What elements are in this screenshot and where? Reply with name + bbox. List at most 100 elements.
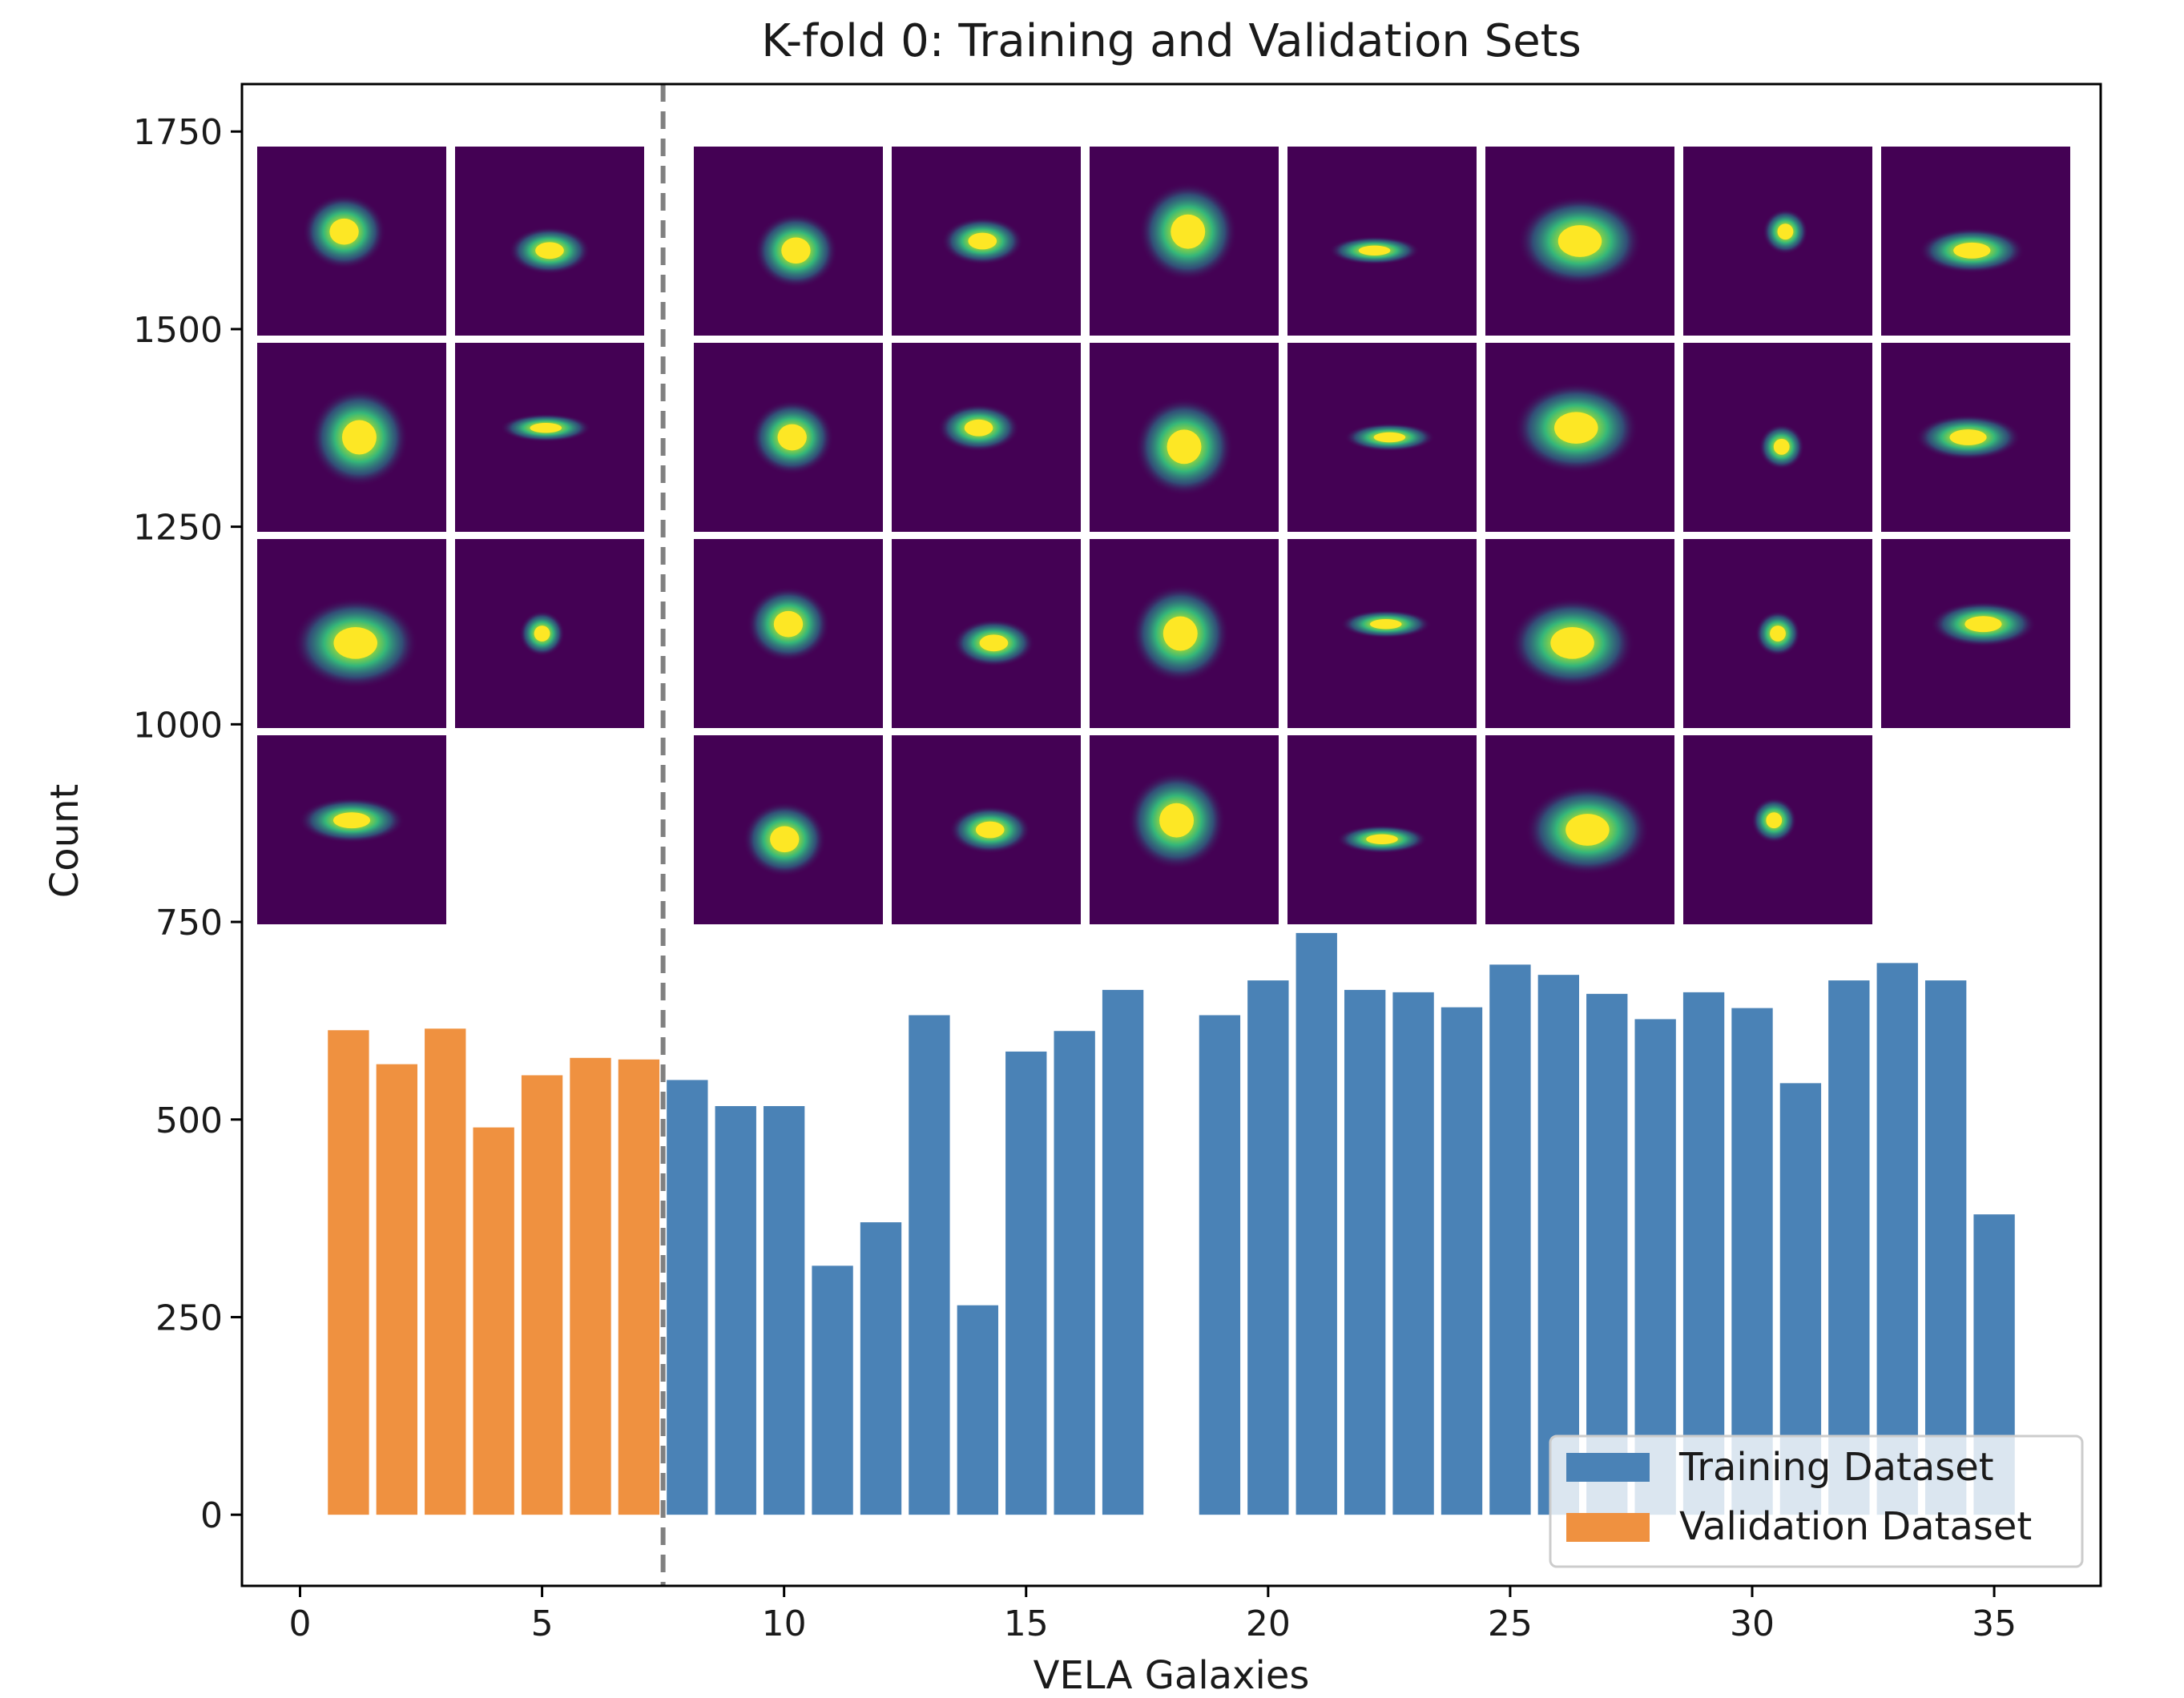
galaxy-thumbnail-training bbox=[1881, 539, 2070, 728]
bar-validation-1 bbox=[328, 1030, 369, 1515]
bar-training-22 bbox=[1344, 989, 1386, 1515]
galaxy-core bbox=[1366, 834, 1398, 844]
bar-validation-2 bbox=[376, 1064, 418, 1515]
galaxy-thumbnail-training bbox=[1090, 539, 1279, 728]
galaxy-thumbnail-validation bbox=[257, 735, 446, 924]
galaxy-core bbox=[534, 626, 550, 642]
legend-box bbox=[1549, 1434, 2084, 1568]
x-axis-ticks: 0 5 10 15 20 25 30 35 bbox=[289, 1586, 2017, 1644]
galaxy-thumbnail-training bbox=[1090, 343, 1279, 532]
galaxy-core bbox=[1369, 619, 1402, 630]
galaxy-thumbnail-training bbox=[1683, 735, 1872, 924]
bar-training-12 bbox=[860, 1222, 902, 1515]
x-tick-label: 35 bbox=[1972, 1603, 2017, 1644]
galaxy-core bbox=[770, 826, 800, 853]
galaxy-core bbox=[329, 218, 359, 245]
x-tick-label: 20 bbox=[1246, 1603, 1291, 1644]
galaxy-core bbox=[1953, 242, 1991, 259]
galaxy-thumbnail-training bbox=[694, 147, 883, 336]
galaxy-thumbnail-validation bbox=[455, 147, 644, 336]
galaxy-core bbox=[1159, 803, 1195, 838]
bar-training-16 bbox=[1054, 1031, 1095, 1515]
y-tick-label: 0 bbox=[200, 1495, 223, 1536]
bar-training-13 bbox=[909, 1015, 950, 1515]
x-tick-label: 25 bbox=[1488, 1603, 1533, 1644]
legend-swatch-validation bbox=[1566, 1513, 1650, 1542]
galaxy-core bbox=[1163, 616, 1198, 651]
x-tick-label: 10 bbox=[762, 1603, 807, 1644]
galaxy-core bbox=[1358, 245, 1391, 256]
galaxy-core bbox=[773, 610, 804, 638]
galaxy-thumbnail-training bbox=[1485, 343, 1674, 532]
galaxy-thumbnail-training bbox=[694, 539, 883, 728]
bar-training-17 bbox=[1102, 989, 1144, 1515]
galaxy-thumbnail-training bbox=[1485, 735, 1674, 924]
galaxy-core bbox=[1554, 412, 1598, 445]
galaxy-core bbox=[1565, 814, 1610, 846]
galaxy-thumbnail-validation bbox=[455, 343, 644, 532]
galaxy-core bbox=[964, 419, 993, 437]
galaxy-thumbnail-training bbox=[1287, 147, 1477, 336]
bar-training-30 bbox=[1731, 1008, 1773, 1515]
galaxy-thumbnail-training bbox=[1485, 539, 1674, 728]
plot-frame bbox=[240, 82, 2102, 1587]
bar-series bbox=[328, 932, 2015, 1515]
bar-validation-6 bbox=[570, 1057, 611, 1515]
galaxy-thumbnail-training bbox=[694, 735, 883, 924]
chart-title: K-fold 0: Training and Validation Sets bbox=[761, 15, 1582, 67]
bar-training-29 bbox=[1682, 992, 1725, 1515]
bar-training-27 bbox=[1586, 993, 1628, 1515]
bar-training-15 bbox=[1005, 1051, 1047, 1515]
bar-validation-3 bbox=[425, 1028, 466, 1515]
bar-training-19 bbox=[1199, 1015, 1241, 1515]
galaxy-core bbox=[333, 626, 377, 659]
galaxy-core bbox=[781, 237, 811, 264]
bar-training-24 bbox=[1441, 1007, 1483, 1515]
galaxy-thumbnail-validation bbox=[455, 539, 644, 728]
galaxy-thumbnail-training bbox=[1287, 735, 1477, 924]
bar-training-34 bbox=[1924, 980, 1967, 1515]
bar-training-9 bbox=[715, 1105, 756, 1515]
y-tick-label: 1750 bbox=[133, 112, 223, 153]
galaxy-core bbox=[1766, 812, 1783, 829]
galaxy-thumbnail-training bbox=[694, 343, 883, 532]
galaxy-core bbox=[968, 232, 997, 250]
galaxy-thumbnail-training bbox=[1485, 147, 1674, 336]
galaxy-core bbox=[1171, 214, 1206, 249]
bar-training-25 bbox=[1489, 964, 1531, 1515]
galaxy-thumbnail-training bbox=[892, 147, 1081, 336]
legend: Training Dataset Validation Dataset bbox=[1549, 1434, 2084, 1568]
galaxy-thumbnail-training bbox=[1287, 539, 1477, 728]
bar-training-28 bbox=[1634, 1019, 1676, 1515]
bar-training-11 bbox=[812, 1265, 853, 1515]
x-tick-label: 15 bbox=[1004, 1603, 1049, 1644]
x-tick-label: 30 bbox=[1730, 1603, 1775, 1644]
galaxy-thumbnail-training bbox=[1881, 343, 2070, 532]
galaxy-core bbox=[777, 424, 807, 451]
galaxy-thumbnail-validation bbox=[257, 539, 446, 728]
bar-training-14 bbox=[957, 1305, 999, 1515]
bar-training-21 bbox=[1295, 932, 1337, 1515]
legend-swatch-training bbox=[1566, 1453, 1650, 1482]
bar-training-33 bbox=[1876, 963, 1918, 1515]
bar-training-32 bbox=[1828, 980, 1870, 1515]
galaxy-core bbox=[979, 634, 1009, 652]
galaxy-core bbox=[1167, 429, 1202, 465]
galaxy-thumbnail-training bbox=[1881, 147, 2070, 336]
y-axis-label: Count bbox=[42, 784, 87, 899]
y-tick-label: 250 bbox=[155, 1298, 223, 1338]
y-tick-label: 500 bbox=[155, 1100, 223, 1141]
galaxy-core bbox=[530, 423, 562, 433]
galaxy-thumbnail-training bbox=[1090, 147, 1279, 336]
galaxy-thumbnail-training bbox=[1683, 343, 1872, 532]
y-axis-ticks: 0 250 500 750 1000 1250 1500 1750 bbox=[133, 112, 242, 1536]
galaxy-thumbnail-training bbox=[1683, 539, 1872, 728]
bar-validation-7 bbox=[618, 1059, 660, 1515]
galaxy-core bbox=[1373, 432, 1406, 443]
bar-validation-5 bbox=[521, 1075, 563, 1515]
x-axis-label: VELA Galaxies bbox=[1034, 1653, 1310, 1698]
y-tick-label: 1000 bbox=[133, 705, 223, 746]
y-tick-label: 750 bbox=[155, 903, 223, 944]
legend-label-training: Training Dataset bbox=[1678, 1445, 1994, 1490]
